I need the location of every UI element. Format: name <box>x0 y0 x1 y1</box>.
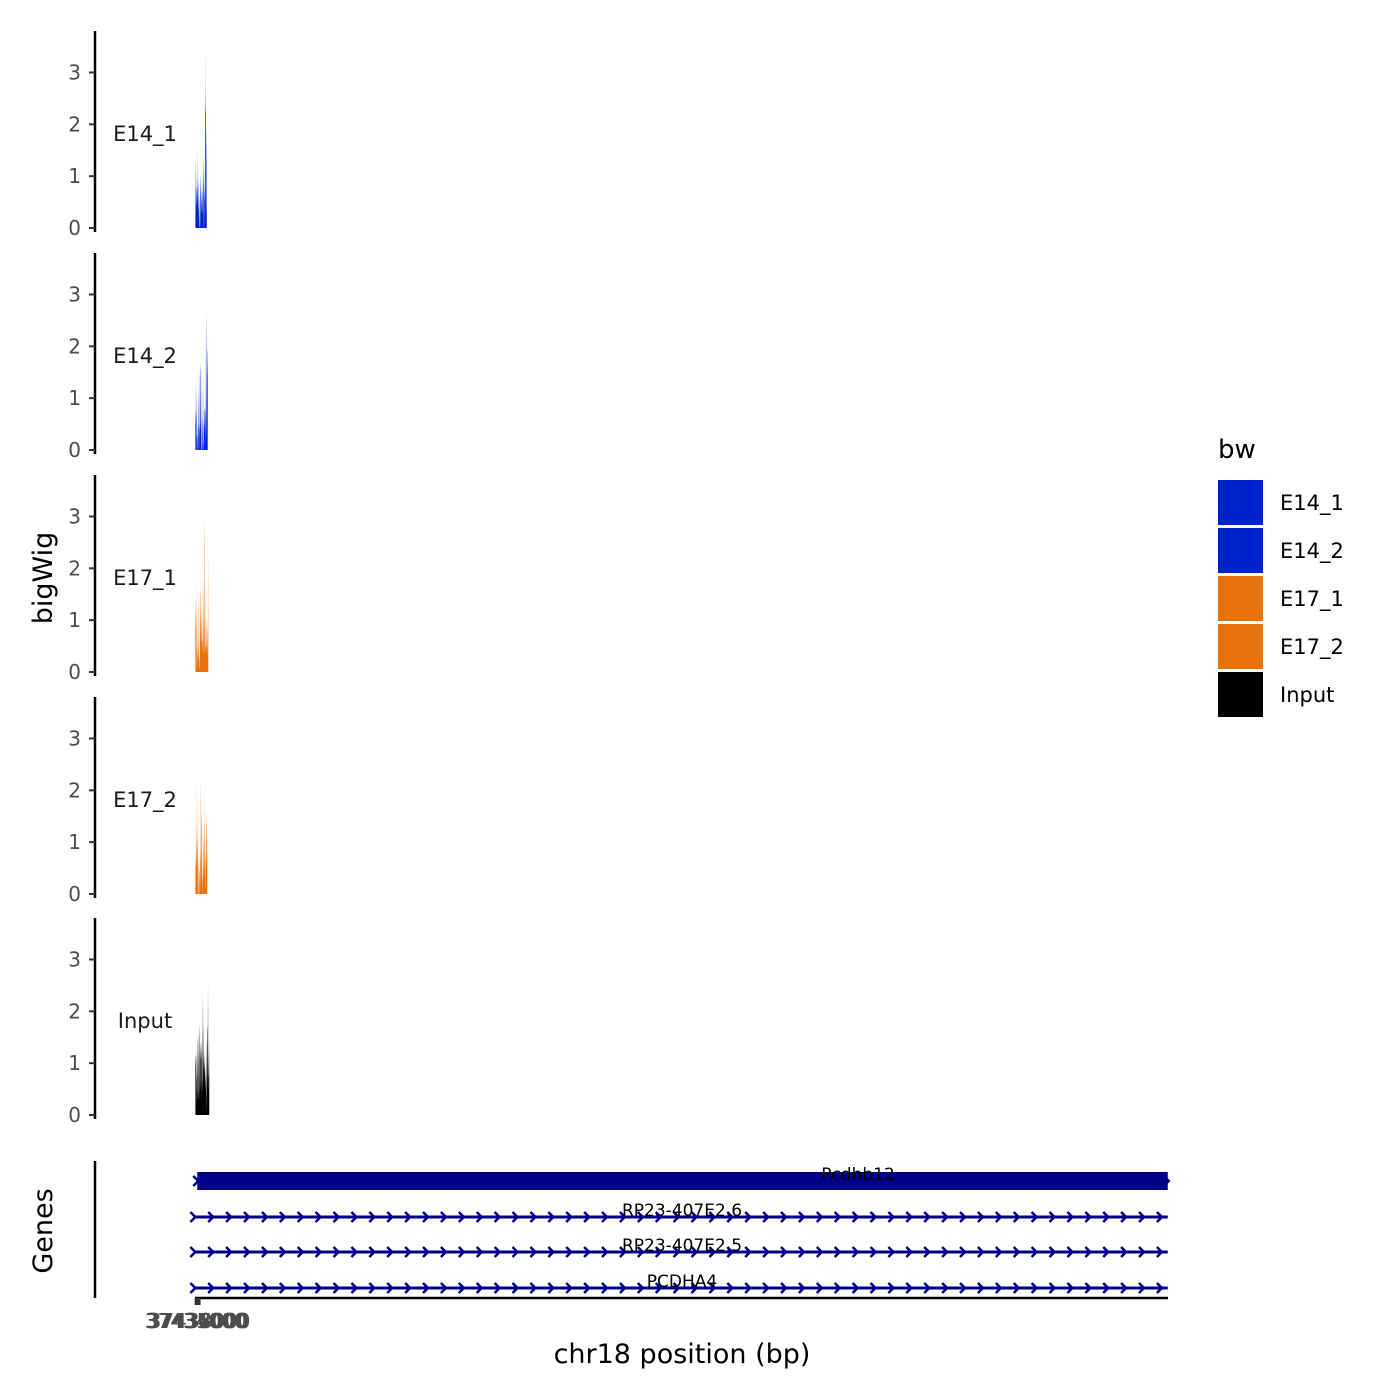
track-label: E14_2 <box>113 344 177 369</box>
gene-label: Pcdhb12 <box>821 1165 895 1185</box>
track-panel-e17-1: 0 1 2 3 E17_1 <box>68 475 209 684</box>
y-tick-label: 1 <box>68 830 81 854</box>
x-axis-title: chr18 position (bp) <box>554 1339 811 1370</box>
track-panel-input: 0 1 2 3 Input <box>68 918 210 1127</box>
y-tick-label: 2 <box>68 334 81 358</box>
x-tick-label: 37434000 <box>145 1309 247 1333</box>
legend-title: bw <box>1218 435 1256 465</box>
y-tick-label: 3 <box>68 504 81 528</box>
x-tick-label: 37436000 <box>147 1309 249 1333</box>
track-label: E17_2 <box>113 788 177 813</box>
coverage-area <box>195 41 207 229</box>
legend-swatch <box>1218 480 1263 525</box>
legend-label: E17_2 <box>1280 635 1344 660</box>
gene-body <box>197 1172 1168 1190</box>
gene-rp23-407e2-5: RP23-407E2.5 <box>189 1236 1168 1258</box>
legend: bw E14_1 E14_2 E17_1 E17_2 Input <box>1218 435 1344 717</box>
legend-label: Input <box>1280 683 1334 707</box>
gene-rp23-407e2-6: RP23-407E2.6 <box>189 1201 1168 1223</box>
y-tick-label: 2 <box>68 556 81 580</box>
y-tick-label: 1 <box>68 608 81 632</box>
track-label: E14_1 <box>113 122 177 147</box>
strand-arrows <box>189 1211 1164 1223</box>
y-tick-label: 0 <box>68 438 81 462</box>
gene-label: RP23-407E2.5 <box>622 1236 742 1256</box>
track-panel-e14-2: 0 1 2 3 E14_2 <box>68 253 208 462</box>
y-tick-label: 1 <box>68 164 81 188</box>
track-panel-e17-2: 0 1 2 3 E17_2 <box>68 697 208 906</box>
legend-swatch <box>1218 624 1263 669</box>
strand-arrows <box>189 1282 1164 1294</box>
gene-pcdha4: PCDHA4 <box>189 1272 1168 1294</box>
legend-swatch <box>1218 528 1263 573</box>
y-tick-label: 3 <box>68 726 81 750</box>
y-tick-label: 2 <box>68 999 81 1023</box>
track-label: E17_1 <box>113 566 177 591</box>
track-panel-e14-1: 0 1 2 3 E14_1 <box>68 31 207 240</box>
y-tick-label: 0 <box>68 1103 81 1127</box>
strand-arrow <box>192 1175 201 1187</box>
y-tick-label: 0 <box>68 660 81 684</box>
y-tick-label: 2 <box>68 112 81 136</box>
x-tick-label: 37438000 <box>149 1309 251 1333</box>
y-tick-label: 0 <box>68 882 81 906</box>
strand-arrows <box>189 1246 1164 1258</box>
coverage-area <box>195 980 210 1115</box>
coverage-area <box>195 774 208 894</box>
legend-swatch <box>1218 672 1263 717</box>
y-tick-label: 3 <box>68 282 81 306</box>
legend-label: E14_1 <box>1280 491 1344 516</box>
legend-label: E14_2 <box>1280 539 1344 564</box>
y-tick-label: 3 <box>68 60 81 84</box>
coverage-area <box>195 519 209 672</box>
y-tick-label: 1 <box>68 1051 81 1075</box>
legend-label: E17_1 <box>1280 587 1344 612</box>
gene-pcdhb12: Pcdhb12 <box>192 1165 1171 1190</box>
y-axis-title: bigWig <box>28 532 59 625</box>
legend-swatch <box>1218 576 1263 621</box>
strand-arrow <box>1162 1175 1171 1187</box>
coverage-area <box>195 312 208 450</box>
y-tick-label: 2 <box>68 778 81 802</box>
y-tick-label: 3 <box>68 947 81 971</box>
bigwig-tracks: 0 1 2 3 E14_1 0 1 2 3 E14_2 0 1 2 3 E17_1 0 1 2 3 E17_2 0 1 2 3… <box>68 31 210 1127</box>
genes-axis-title: Genes <box>28 1188 59 1273</box>
track-label: Input <box>118 1009 172 1033</box>
x-tick-label: 37437000 <box>148 1309 250 1333</box>
y-tick-label: 0 <box>68 216 81 240</box>
gene-label: PCDHA4 <box>647 1272 717 1292</box>
gene-track: Pcdhb12 RP23-407E2.6 RP23-407E2.5 PCDHA4 <box>93 1161 1171 1298</box>
y-tick-label: 1 <box>68 386 81 410</box>
x-tick-label: 37435000 <box>146 1309 248 1333</box>
gene-label: RP23-407E2.6 <box>622 1201 742 1221</box>
